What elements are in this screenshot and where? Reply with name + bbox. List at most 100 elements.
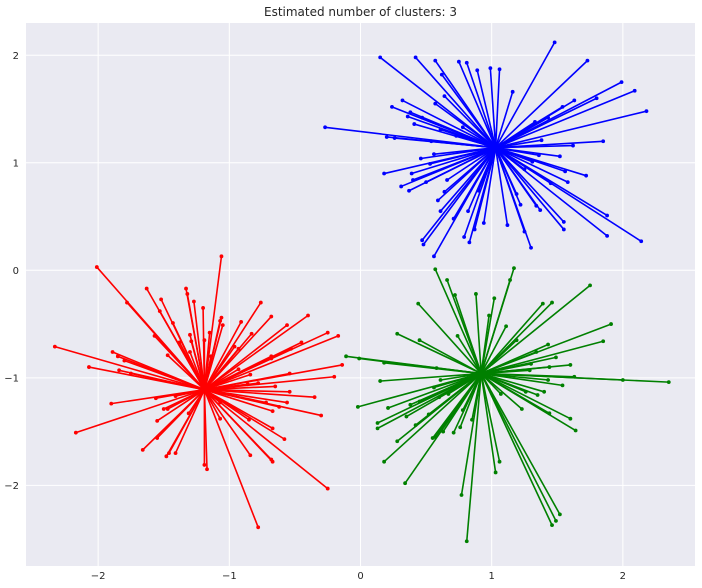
- data-point: [609, 322, 613, 326]
- data-point: [270, 459, 275, 464]
- cluster-link-line: [203, 389, 274, 463]
- data-point: [523, 389, 528, 394]
- data-point: [472, 227, 477, 232]
- cluster-link-line: [454, 294, 482, 374]
- data-point: [245, 382, 250, 387]
- cluster-link-line: [480, 372, 545, 393]
- cluster-link-line: [475, 293, 482, 374]
- data-point: [475, 68, 480, 73]
- data-point: [535, 393, 540, 397]
- data-point: [428, 161, 432, 166]
- data-point: [152, 333, 157, 338]
- data-point: [438, 378, 443, 382]
- cluster-link-line: [452, 373, 482, 434]
- cluster-link-line: [463, 147, 497, 238]
- data-point: [409, 171, 414, 176]
- data-point: [403, 481, 407, 486]
- cluster-link-line: [480, 373, 561, 515]
- cluster-link-line: [203, 348, 240, 391]
- cluster-link-line: [396, 333, 482, 375]
- cluster-link-line: [142, 389, 205, 451]
- data-point: [538, 208, 543, 212]
- cluster-link-line: [458, 61, 497, 149]
- data-point: [497, 67, 502, 72]
- data-point: [186, 411, 191, 416]
- cluster-link-line: [111, 388, 205, 405]
- data-point: [460, 125, 465, 130]
- cluster-link-line: [203, 389, 329, 490]
- x-tick-label: 1: [488, 571, 494, 582]
- data-point: [357, 356, 362, 361]
- cluster-link-line: [494, 69, 501, 148]
- data-point: [218, 318, 223, 323]
- data-point: [417, 399, 422, 404]
- data-point: [442, 189, 447, 194]
- cluster-link-line: [480, 351, 537, 375]
- data-point: [548, 181, 553, 186]
- cluster-link-line: [494, 147, 541, 211]
- data-point: [522, 167, 527, 172]
- data-point: [432, 254, 436, 259]
- data-point: [378, 55, 383, 60]
- data-point: [236, 367, 241, 372]
- data-point: [451, 430, 456, 435]
- cluster-link-line: [480, 315, 490, 374]
- data-point: [205, 467, 209, 472]
- cluster-link-line: [377, 372, 482, 430]
- data-point: [164, 454, 169, 459]
- cluster-link-line: [203, 332, 211, 390]
- cluster-link-line: [387, 372, 482, 409]
- data-point: [144, 286, 149, 291]
- data-point: [560, 104, 565, 109]
- cluster-link-line: [456, 135, 496, 149]
- cluster-link-line: [495, 146, 560, 158]
- data-point: [384, 135, 389, 139]
- data-point: [537, 153, 541, 158]
- data-point: [413, 423, 418, 428]
- data-point: [454, 134, 459, 138]
- x-tick-label: −2: [91, 571, 106, 582]
- data-point: [273, 384, 278, 389]
- data-point: [540, 301, 545, 306]
- data-point: [451, 216, 456, 221]
- data-point: [167, 451, 171, 455]
- data-point: [493, 470, 498, 475]
- cluster-link-line: [495, 90, 635, 149]
- data-point: [219, 315, 224, 320]
- data-point: [115, 354, 120, 359]
- cluster-link-line: [174, 389, 206, 454]
- cluster-link-line: [468, 147, 497, 243]
- cluster-link-line: [203, 324, 288, 391]
- data-point: [432, 152, 436, 157]
- cluster-link-line: [203, 314, 309, 391]
- cluster-link-line: [462, 126, 497, 149]
- data-point: [460, 408, 465, 412]
- data-point: [129, 371, 133, 376]
- data-point: [435, 198, 440, 203]
- data-point: [404, 414, 409, 419]
- cluster-link-line: [494, 147, 565, 230]
- cluster-link-line: [481, 372, 563, 387]
- data-point: [445, 278, 449, 282]
- cluster-link-line: [189, 351, 206, 390]
- data-point: [375, 426, 380, 431]
- cluster-link-line: [190, 341, 206, 390]
- data-point: [418, 156, 423, 161]
- x-tick-label: −1: [222, 571, 237, 582]
- data-point: [441, 429, 446, 434]
- data-point: [344, 354, 348, 359]
- data-point: [594, 96, 599, 101]
- data-point: [264, 400, 268, 405]
- data-point: [289, 346, 293, 351]
- data-point: [332, 374, 337, 379]
- data-point: [529, 361, 533, 366]
- data-point: [433, 267, 438, 272]
- cluster-link-line: [446, 147, 497, 181]
- data-point: [405, 114, 410, 119]
- cluster-link-line: [437, 147, 497, 202]
- y-tick-label: 1: [13, 158, 19, 169]
- data-point: [325, 330, 330, 335]
- data-point: [557, 154, 562, 159]
- cluster-link-line: [494, 41, 556, 149]
